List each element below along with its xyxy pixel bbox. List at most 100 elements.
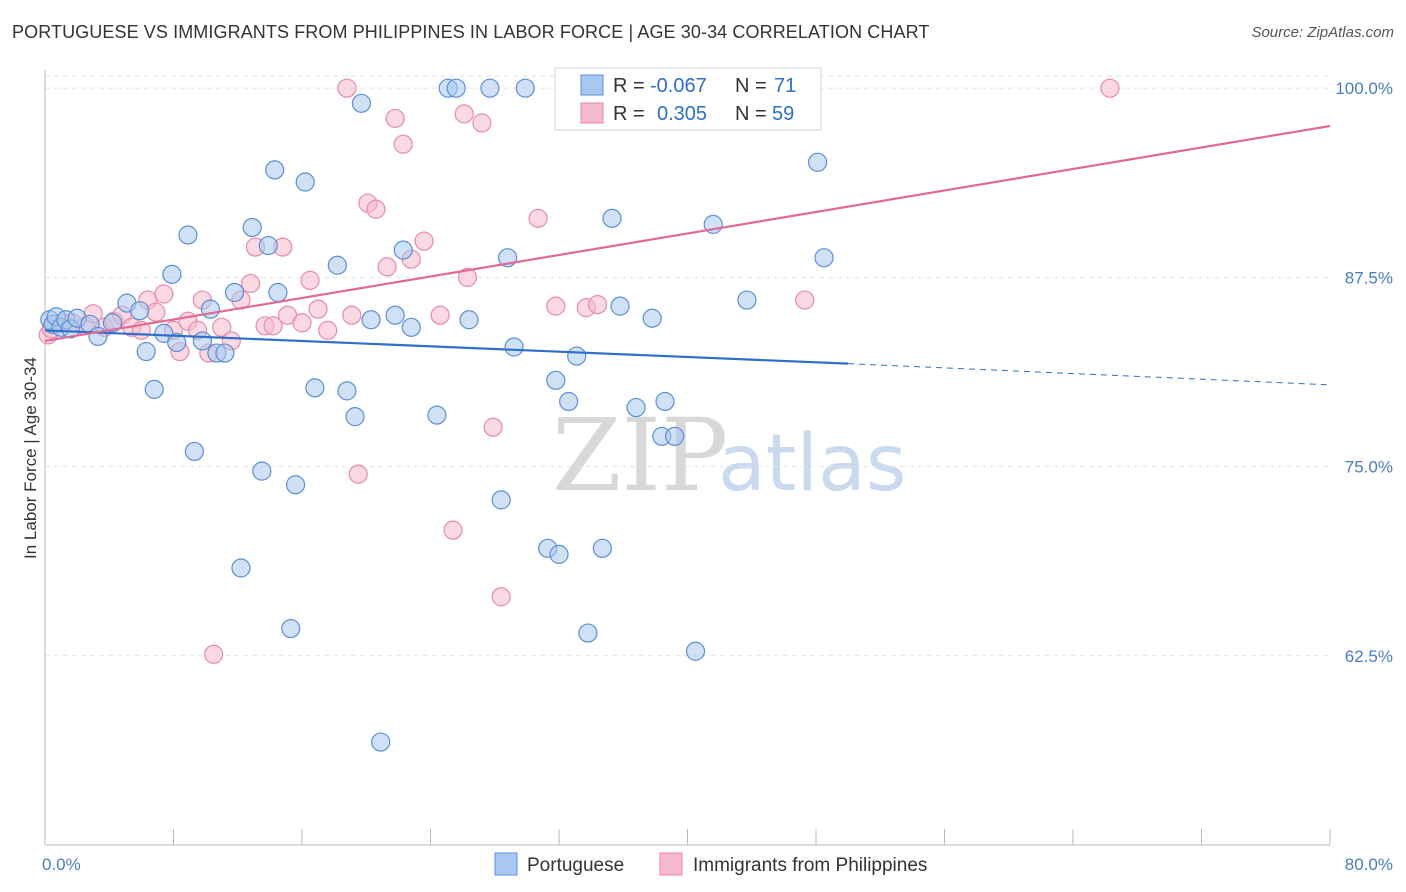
correlation-legend: R = -0.067 N = 71 R = 0.305 N = 59 <box>554 67 822 131</box>
chart-title: PORTUGUESE VS IMMIGRANTS FROM PHILIPPINE… <box>12 22 930 42</box>
portuguese-point-9 <box>102 313 123 333</box>
philippines-point-21 <box>212 317 232 337</box>
source-label: Source: ZipAtlas.com <box>1251 24 1394 41</box>
legend-n-value-1: 71 <box>774 75 796 97</box>
portuguese-point-59 <box>602 208 622 228</box>
portuguese-point-62 <box>642 308 662 328</box>
philippines-point-50 <box>491 587 511 607</box>
philippines-point-46 <box>454 104 474 124</box>
x-axis-ticks <box>173 829 1331 845</box>
legend-r-value-2: 0.305 <box>657 103 707 125</box>
y-tick-label-2: 87.5% <box>1345 268 1393 287</box>
portuguese-point-43 <box>427 405 447 425</box>
philippines-point-30 <box>292 313 312 333</box>
portuguese-point-25 <box>242 217 262 238</box>
portuguese-point-64 <box>655 391 675 412</box>
portuguese-point-32 <box>295 172 315 192</box>
portuguese-point-15 <box>162 264 182 284</box>
portuguese-point-68 <box>737 290 757 310</box>
watermark-atlas: atlas <box>718 419 907 509</box>
philippines-point-51 <box>528 208 548 228</box>
portuguese-point-46 <box>459 310 479 330</box>
portuguese-point-18 <box>184 441 204 462</box>
watermark-zip: ZIP <box>552 397 728 514</box>
portuguese-point-47 <box>480 78 500 98</box>
portuguese-point-29 <box>268 282 288 303</box>
legend-r-label-2: R = <box>613 103 645 125</box>
portuguese-point-34 <box>327 255 347 275</box>
portuguese-point-39 <box>371 732 391 752</box>
philippines-point-45 <box>443 520 463 540</box>
portuguese-point-11 <box>130 301 150 321</box>
y-tick-label-0: 62.5% <box>1345 647 1393 666</box>
portuguese-point-50 <box>504 337 524 357</box>
x-tick-label-min: 0.0% <box>42 855 81 874</box>
portuguese-point-58 <box>592 538 612 558</box>
series-portuguese-points <box>40 78 834 752</box>
y-tick-label-1: 75.0% <box>1345 458 1393 477</box>
philippines-point-34 <box>337 78 357 98</box>
portuguese-trend-extension <box>848 363 1331 386</box>
philippines-point-41 <box>393 134 413 154</box>
portuguese-point-40 <box>385 305 405 325</box>
portuguese-point-51 <box>515 78 535 98</box>
portuguese-point-56 <box>567 346 587 366</box>
portuguese-point-17 <box>178 225 198 245</box>
portuguese-point-13 <box>144 379 164 399</box>
portuguese-point-54 <box>546 370 566 390</box>
philippines-trend-line <box>44 124 1331 343</box>
philippines-point-49 <box>483 417 503 437</box>
philippines-point-39 <box>377 257 397 277</box>
philippines-point-36 <box>348 464 368 484</box>
philippines-point-32 <box>308 299 328 319</box>
philippines-point-24 <box>241 273 261 294</box>
philippines-point-31 <box>300 270 320 291</box>
portuguese-point-41 <box>393 240 413 260</box>
x-tick-label-max: 80.0% <box>1345 855 1393 874</box>
portuguese-point-24 <box>231 558 251 578</box>
portuguese-point-66 <box>685 641 706 661</box>
series-legend: Portuguese Immigrants from Philippines <box>494 852 927 876</box>
legend-r-value-1: -0.067 <box>650 75 707 97</box>
portuguese-point-37 <box>351 93 372 113</box>
philippines-point-47 <box>472 113 492 133</box>
portuguese-point-60 <box>610 296 630 316</box>
philippines-point-12 <box>146 302 166 322</box>
portuguese-point-19 <box>192 331 213 351</box>
portuguese-trend-line <box>44 329 849 365</box>
y-axis-tick-labels: 62.5% 75.0% 87.5% 100.0% <box>1335 79 1393 666</box>
portuguese-point-26 <box>252 461 272 481</box>
portuguese-point-33 <box>305 378 325 398</box>
philippines-point-57 <box>1100 78 1120 98</box>
legend-swatch-portuguese <box>580 74 604 96</box>
portuguese-point-55 <box>559 391 579 412</box>
philippines-point-52 <box>546 296 566 316</box>
philippines-point-27 <box>263 316 283 336</box>
portuguese-point-23 <box>224 282 245 303</box>
philippines-point-56 <box>795 290 815 310</box>
portuguese-point-45 <box>446 78 466 98</box>
philippines-point-38 <box>366 199 386 219</box>
y-tick-label-3: 100.0% <box>1335 79 1393 98</box>
series-immigrants-philippines-points <box>38 78 1120 664</box>
portuguese-point-28 <box>265 160 285 180</box>
portuguese-point-70 <box>814 248 834 268</box>
portuguese-point-42 <box>401 317 421 337</box>
philippines-point-35 <box>342 305 362 325</box>
philippines-point-44 <box>430 305 450 325</box>
portuguese-point-35 <box>337 381 357 401</box>
legend-n-label-2: N = <box>735 103 767 125</box>
portuguese-point-61 <box>626 397 646 418</box>
portuguese-point-53 <box>549 544 569 564</box>
philippines-point-40 <box>385 108 405 129</box>
philippines-point-55 <box>587 295 608 315</box>
bottom-legend-swatch-philippines <box>659 852 683 876</box>
bottom-legend-swatch-portuguese <box>494 852 518 876</box>
portuguese-point-22 <box>215 343 235 363</box>
portuguese-point-27 <box>258 235 278 256</box>
philippines-point-48 <box>457 267 478 287</box>
philippines-point-13 <box>154 284 174 304</box>
trend-lines <box>44 124 1331 386</box>
legend-n-label-1: N = <box>735 75 767 97</box>
